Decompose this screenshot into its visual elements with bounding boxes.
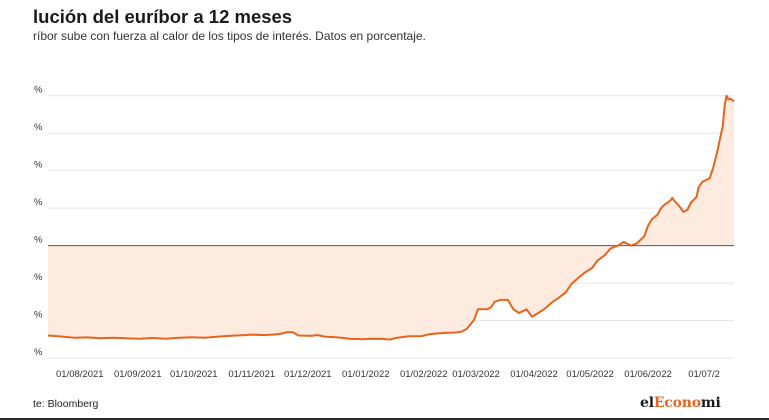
series-line: [47, 94, 735, 341]
y-tick-label: %: [34, 122, 43, 133]
y-tick-label: %: [34, 85, 43, 96]
x-tick-label: 01/07/2: [688, 369, 720, 380]
x-axis-labels: 01/08/2021 01/09/2021 01/10/2021 01/11/2021…: [56, 369, 720, 380]
area-fill: [48, 95, 734, 340]
y-tick-label: %: [34, 235, 43, 246]
x-tick-label: 01/05/2022: [566, 369, 614, 380]
x-tick-label: 01/06/2022: [624, 369, 672, 380]
chart-area: %%%%%%%% 01/08/2021 01/09/2021 01/10/2021 0…: [34, 85, 735, 380]
y-tick-label: %: [34, 347, 43, 358]
x-tick-label: 01/03/2022: [452, 369, 500, 380]
x-tick-label: 01/04/2022: [510, 369, 558, 380]
y-tick-label: %: [34, 272, 43, 283]
y-tick-label: %: [34, 310, 43, 321]
x-tick-label: 01/09/2021: [114, 369, 162, 380]
x-tick-label: 01/08/2021: [56, 369, 104, 380]
chart-subtitle: ríbor sube con fuerza al calor de los ti…: [33, 29, 426, 43]
logo-accent: Econo: [653, 395, 701, 411]
x-tick-label: 01/11/2021: [228, 369, 275, 380]
y-tick-label: %: [34, 160, 43, 171]
y-tick-label: %: [34, 197, 43, 208]
x-tick-label: 01/10/2021: [170, 369, 218, 380]
x-tick-label: 01/12/2021: [284, 369, 332, 380]
source-note: te: Bloomberg: [33, 398, 99, 410]
publisher-logo: elEconomi: [640, 395, 721, 411]
chart-title: lución del euríbor a 12 meses: [33, 6, 293, 27]
x-tick-label: 01/01/2022: [342, 369, 390, 380]
x-tick-label: 01/02/2022: [400, 369, 448, 380]
logo-prefix: el: [640, 395, 654, 411]
y-axis-labels: %%%%%%%%: [34, 85, 43, 358]
logo-suffix: mi: [700, 395, 721, 411]
bottom-rule: [0, 418, 769, 420]
